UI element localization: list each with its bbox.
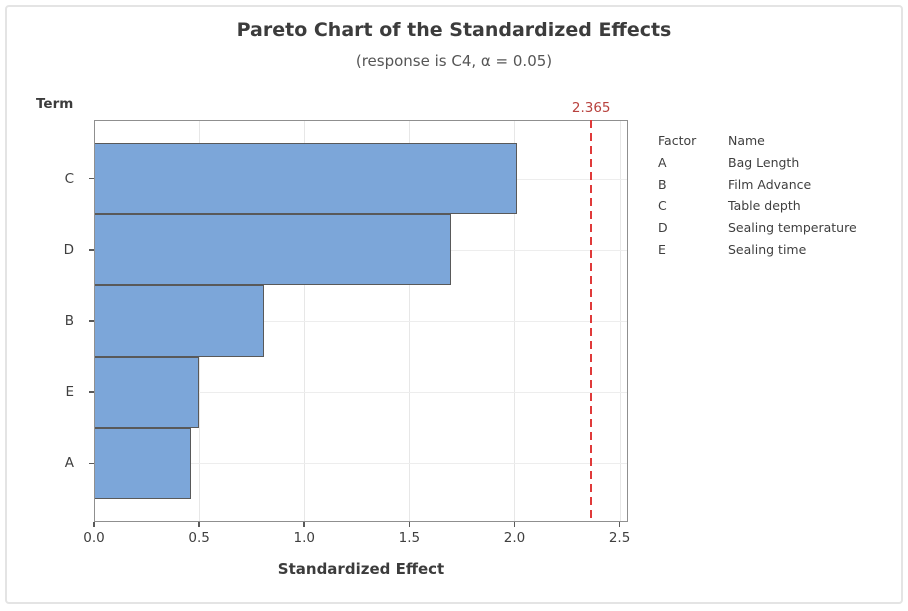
x-tick-label: 1.5 — [398, 530, 421, 546]
bar-D[interactable] — [94, 214, 452, 286]
x-tick-label: 2.0 — [503, 530, 526, 546]
legend-factor-name: Sealing temperature — [728, 220, 857, 236]
legend-header-name: Name — [728, 133, 765, 148]
x-tick-label: 1.0 — [293, 530, 315, 546]
category-label-A: A — [64, 455, 74, 472]
category-label-C: C — [64, 170, 74, 187]
y-tick — [89, 249, 94, 251]
legend-rows: A Bag Length B Film Advance C Table depth D Sea… — [658, 152, 857, 261]
category-label-E: E — [65, 384, 74, 401]
gridline-horizontal — [94, 321, 628, 322]
legend-row-C: C Table depth — [658, 195, 857, 217]
factor-legend: Factor Name A Bag Length B Film Advance C Tab… — [658, 130, 857, 261]
x-tick — [408, 522, 411, 527]
legend-factor-letter: D — [658, 220, 668, 236]
x-tick-label: 0.5 — [188, 530, 210, 546]
reference-line[interactable] — [589, 120, 593, 522]
x-tick — [618, 522, 621, 527]
legend-factor-name: Table depth — [728, 198, 801, 214]
y-axis-title: Term — [36, 96, 74, 112]
category-label-D: D — [63, 241, 74, 258]
chart-subtitle: (response is C4, α = 0.05) — [355, 52, 553, 70]
legend-header: Factor Name — [658, 130, 857, 152]
reference-line-label: 2.365 — [571, 100, 611, 116]
bar-A[interactable] — [94, 427, 191, 499]
y-tick — [89, 320, 94, 322]
bar-C[interactable] — [94, 143, 517, 215]
chart-title: Pareto Chart of the Standardized Effects — [236, 19, 672, 41]
legend-factor-name: Film Advance — [728, 176, 812, 192]
legend-factor-letter: E — [658, 241, 666, 257]
legend-factor-name: Sealing time — [728, 241, 807, 257]
x-tick — [93, 522, 95, 527]
legend-header-factor: Factor — [658, 133, 697, 148]
gridline-horizontal — [94, 392, 628, 394]
legend-row-E: E Sealing time — [658, 239, 857, 261]
legend-factor-name: Bag Length — [728, 154, 800, 170]
x-tick-label: 0.0 — [83, 530, 105, 546]
x-axis-title: Standardized Effect — [277, 560, 445, 578]
gridline-horizontal — [94, 463, 628, 465]
bar-E[interactable] — [94, 356, 200, 428]
category-label-B: B — [64, 313, 74, 329]
x-tick-label: 2.5 — [608, 530, 631, 546]
legend-row-D: D Sealing temperature — [658, 217, 857, 239]
x-tick — [198, 522, 200, 527]
bar-B[interactable] — [94, 285, 265, 357]
plot-area[interactable]: 0.0 0.5 1.0 1.5 2.0 2.5 C D B E A 2.365 — [64, 100, 631, 546]
legend-factor-letter: B — [658, 176, 667, 192]
y-tick — [89, 462, 94, 465]
legend-row-B: B Film Advance — [658, 174, 857, 196]
y-tick — [89, 391, 94, 393]
legend-factor-letter: A — [658, 154, 667, 170]
legend-factor-letter: C — [658, 198, 667, 214]
y-tick — [89, 177, 94, 180]
x-tick — [513, 522, 516, 527]
legend-row-A: A Bag Length — [658, 152, 857, 174]
x-tick — [303, 522, 305, 527]
